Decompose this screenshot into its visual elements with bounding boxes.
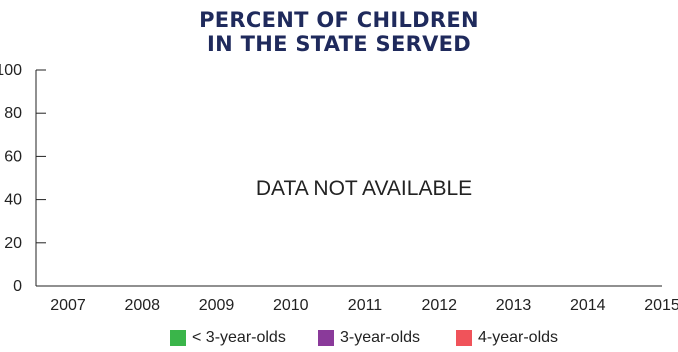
- y-tick-label: 40: [4, 192, 22, 209]
- y-tick-label: 80: [4, 105, 22, 122]
- y-tick-label: 60: [4, 148, 22, 165]
- x-tick-label: 2015: [644, 297, 678, 314]
- legend-swatch-under-3: [170, 330, 186, 346]
- x-tick-label: 2014: [570, 297, 606, 314]
- x-tick-label: 2011: [348, 297, 383, 314]
- data-not-available-annotation: DATA NOT AVAILABLE: [256, 177, 472, 200]
- legend-item-under-3: < 3-year-olds: [170, 328, 286, 348]
- x-tick-label: 2012: [421, 297, 457, 314]
- x-tick-label: 2007: [50, 297, 86, 314]
- x-tick-label: 2010: [273, 297, 309, 314]
- legend-item-4-year: 4-year-olds: [456, 328, 558, 348]
- legend-swatch-4-year: [456, 330, 472, 346]
- x-tick-label: 2008: [124, 297, 160, 314]
- legend-label-4-year: 4-year-olds: [478, 329, 559, 346]
- chart-title-line-1: PERCENT OF CHILDREN: [199, 8, 479, 32]
- legend: < 3-year-olds 3-year-olds 4-year-olds: [0, 328, 678, 348]
- chart-title-line-2: IN THE STATE SERVED: [206, 32, 472, 56]
- y-tick-label: 20: [4, 235, 22, 252]
- legend-item-3-year: 3-year-olds: [318, 328, 420, 348]
- legend-label-3-year: 3-year-olds: [340, 329, 421, 346]
- legend-label-under-3: < 3-year-olds: [192, 329, 286, 346]
- y-tick-label: 100: [0, 62, 22, 79]
- y-tick-label: 0: [13, 278, 22, 295]
- legend-swatch-3-year: [318, 330, 334, 346]
- x-tick-label: 2009: [199, 297, 235, 314]
- x-tick-label: 2013: [496, 297, 532, 314]
